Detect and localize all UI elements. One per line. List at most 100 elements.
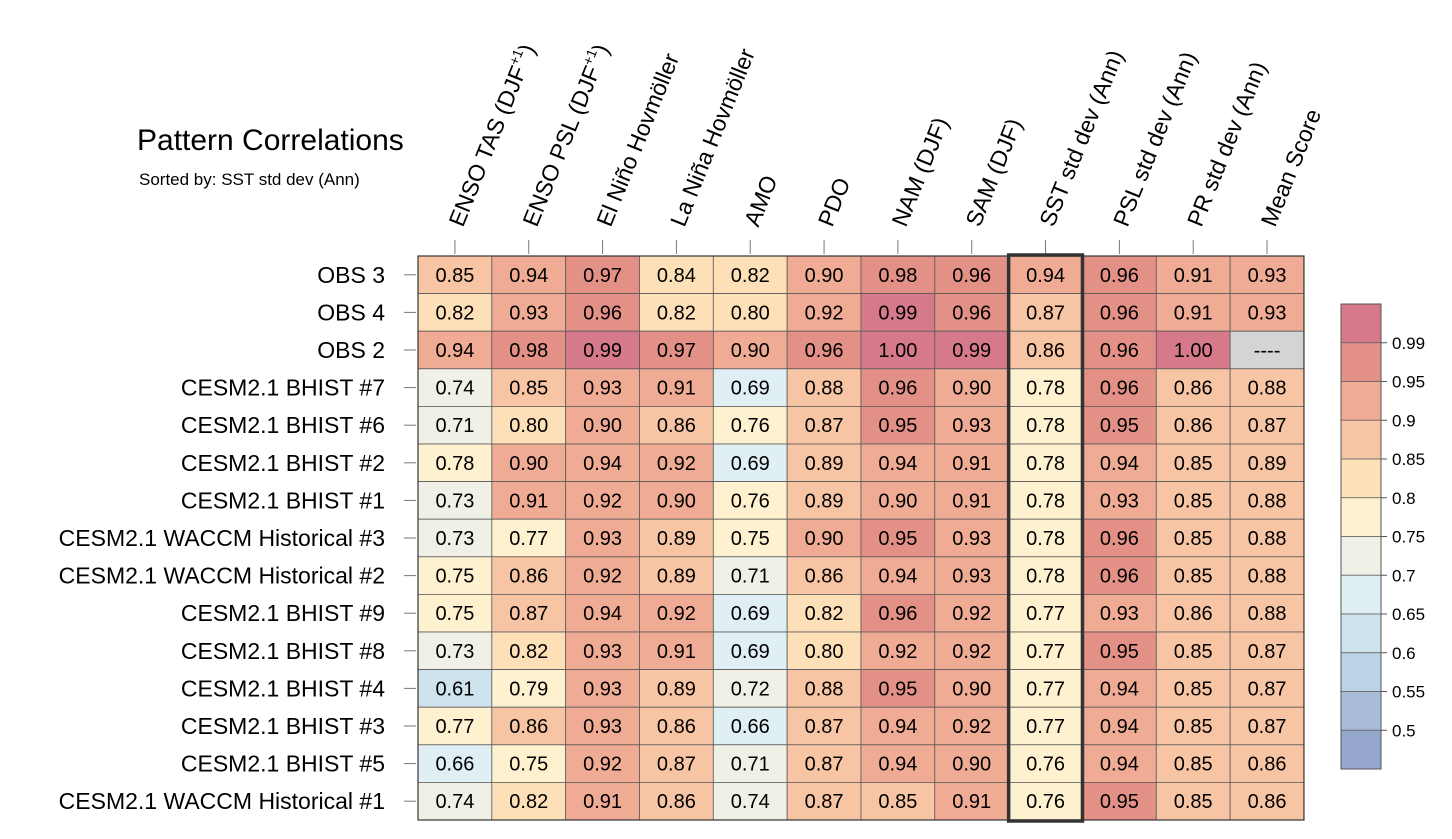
heatmap-cell [417,368,493,407]
heatmap-cell [934,706,1010,746]
cell-value: 0.84 [657,265,696,287]
heatmap-cell [1082,518,1157,558]
cell-value: 0.73 [435,490,474,512]
heatmap-cell [934,330,1010,370]
cell-value: 0.86 [1026,340,1065,362]
heatmap-cell [860,631,936,670]
cell-value: 0.74 [731,791,770,813]
heatmap-cell [1082,631,1157,670]
colorbar-label: 0.9 [1392,411,1416,430]
cell-value: 0.85 [1174,641,1213,663]
cell-value: 0.94 [1026,265,1065,287]
colorbar-label: 0.5 [1392,721,1416,740]
heatmap-cell [491,556,567,595]
heatmap-cell [565,594,640,633]
heatmap-cell [565,255,640,294]
heatmap-cell [1008,706,1083,746]
cell-value: 0.93 [1248,265,1287,287]
cell-value: 0.95 [1100,791,1139,813]
heatmap-cell [565,368,640,407]
heatmap-cell [1008,330,1083,370]
cell-value: 0.85 [878,791,917,813]
cell-value: 0.94 [1100,754,1139,776]
cell-value: 0.93 [1100,490,1139,512]
row-label: CESM2.1 BHIST #4 [181,675,385,701]
cell-value: 0.86 [805,566,844,588]
cell-value: 0.96 [1100,302,1139,324]
heatmap-cell [1229,368,1305,407]
cell-value: 0.93 [583,528,622,550]
cell-value: 0.96 [952,302,991,324]
row-label: CESM2.1 BHIST #9 [181,600,385,626]
cell-value: 0.76 [1026,791,1065,813]
cell-value: 0.86 [1174,415,1213,437]
cell-value: 0.87 [1248,641,1287,663]
cell-value: 0.77 [435,716,474,738]
row-label: OBS 2 [317,337,385,363]
cell-value: 0.94 [878,754,917,776]
heatmap-cell [565,330,640,370]
cell-value: 0.99 [952,340,991,362]
cell-value: 0.82 [509,791,548,813]
heatmap-cell [565,518,640,558]
column-labels: ENSO TAS (DJF+1)ENSO PSL (DJF+1)El Niño … [442,39,1326,254]
cell-value: 0.85 [1174,528,1213,550]
cell-value: 0.92 [952,716,991,738]
cell-value: 1.00 [878,340,917,362]
heatmap-cell [934,405,1010,445]
heatmap-cell [712,706,788,746]
cell-value: 0.90 [952,378,991,400]
heatmap-cell [860,518,936,558]
heatmap-cell [860,255,936,294]
row-label: CESM2.1 BHIST #3 [181,713,385,739]
cell-value: 0.96 [878,603,917,625]
cell-value: 0.96 [583,302,622,324]
heatmap-cell [639,706,714,746]
cell-value: 0.71 [731,566,770,588]
colorbar-label: 0.65 [1392,605,1425,624]
heatmap-cell [491,481,567,520]
cell-value: 0.85 [1174,716,1213,738]
cell-value: 0.85 [1174,490,1213,512]
cell-value: 0.78 [1026,415,1065,437]
heatmap-cell [1229,782,1305,821]
colorbar-swatch [1340,729,1382,770]
cell-value: 0.93 [952,528,991,550]
cell-value: 0.86 [509,716,548,738]
heatmap-cell [417,518,493,558]
heatmap-cell [786,368,862,407]
heatmap-cell [860,706,936,746]
heatmap-cell [934,669,1010,708]
cell-value: 0.99 [878,302,917,324]
heatmap-cell [491,594,567,633]
column-label: SAM (DJF) [960,115,1027,230]
column-label: PDO [813,174,856,230]
cell-value: 0.92 [952,603,991,625]
cell-value: 0.85 [435,265,474,287]
cell-value: 0.94 [1100,453,1139,475]
colorbar-swatch [1340,652,1382,692]
cell-value: 0.93 [583,678,622,700]
heatmap-cell [639,255,714,294]
chart-title: Pattern Correlations [137,124,404,157]
heatmap-cell [860,405,936,445]
cell-value: 0.87 [1026,302,1065,324]
cell-value: 0.82 [657,302,696,324]
colorbar-label: 0.95 [1392,373,1425,392]
colorbar-label: 0.75 [1392,528,1425,547]
cell-value: 0.90 [657,490,696,512]
heatmap-cell [934,368,1010,407]
heatmap-cell [712,669,788,708]
cell-value: 0.94 [509,265,548,287]
cell-value: 0.85 [1174,754,1213,776]
cell-value: 0.91 [1174,302,1213,324]
cell-value: 0.93 [952,415,991,437]
heatmap-cell [1229,405,1305,445]
heatmap-cell [639,443,714,482]
cell-value: 0.73 [435,528,474,550]
cell-value: 0.96 [1100,265,1139,287]
cell-value: 0.91 [509,490,548,512]
heatmap-cell [1229,631,1305,670]
heatmap-cell [1082,594,1157,633]
heatmap-cell [786,293,862,332]
